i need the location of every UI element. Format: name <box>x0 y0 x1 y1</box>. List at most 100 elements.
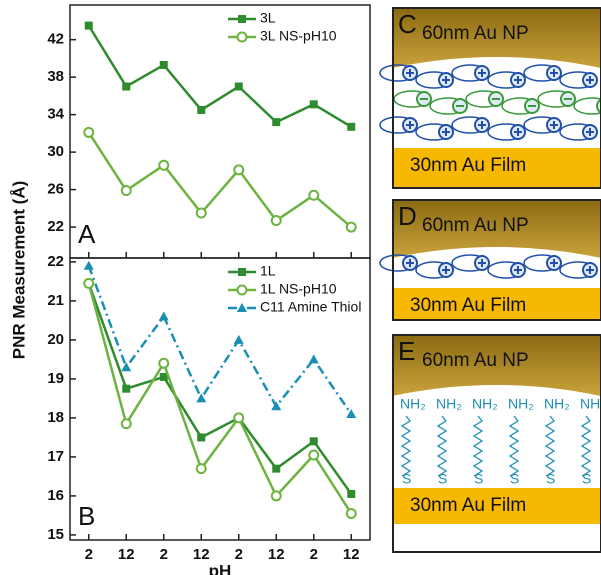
legend-marker <box>238 268 246 276</box>
x-tick-label: 2 <box>160 546 168 563</box>
film-label: 30nm Au Film <box>410 155 526 176</box>
panel-label: D <box>398 201 417 231</box>
amine-label: NH₂ <box>436 396 462 412</box>
data-point <box>83 126 95 138</box>
data-point <box>158 311 169 321</box>
data-point <box>234 82 243 91</box>
data-point <box>83 260 94 270</box>
legend-marker <box>236 284 248 296</box>
x-tick-label: 2 <box>85 546 93 563</box>
x-tick-label: 12 <box>118 546 135 563</box>
data-point <box>345 221 357 233</box>
alkyl-chain <box>436 415 448 477</box>
film-label: 30nm Au Film <box>410 495 526 516</box>
alkyl-chain <box>472 415 484 477</box>
y-tick-label: 22 <box>47 253 64 270</box>
data-point <box>195 207 207 219</box>
data-point <box>347 489 356 498</box>
y-tick-label: 42 <box>47 31 64 48</box>
film-label: 30nm Au Film <box>410 295 526 316</box>
np-label: 60nm Au NP <box>422 215 529 236</box>
y-tick-label: 19 <box>47 370 64 387</box>
panel-label: A <box>78 219 96 249</box>
x-tick-label: 12 <box>343 546 360 563</box>
legend-label: 1L NS-pH10 <box>260 281 337 297</box>
x-tick-label: 2 <box>310 546 318 563</box>
panel-frame <box>392 199 601 321</box>
data-point <box>270 490 282 502</box>
data-point <box>272 464 281 473</box>
x-axis-label: pH <box>209 561 232 575</box>
np-label: 60nm Au NP <box>422 350 529 371</box>
y-tick-label: 17 <box>47 448 64 465</box>
data-point <box>271 401 282 411</box>
data-point <box>196 393 207 403</box>
thiol-label: S <box>438 471 447 487</box>
y-tick-label: 26 <box>47 181 64 198</box>
gold-nanoparticle <box>392 335 601 396</box>
legend-label: 3L <box>260 10 276 26</box>
alkyl-chain <box>580 415 592 477</box>
data-point <box>121 362 132 372</box>
data-point <box>197 433 206 442</box>
x-tick-label: 2 <box>235 546 243 563</box>
data-point <box>122 82 131 91</box>
amine-label: NH₂ <box>472 396 498 412</box>
panel-label: B <box>78 501 95 531</box>
legend-marker <box>237 303 247 312</box>
series-line <box>87 282 353 495</box>
series-line <box>87 265 353 415</box>
data-point <box>233 412 245 424</box>
data-point <box>197 105 206 114</box>
legend-marker <box>236 31 248 43</box>
data-point <box>159 60 168 69</box>
legend-label: 1L <box>260 263 276 279</box>
data-point <box>233 334 244 344</box>
data-point <box>308 189 320 201</box>
y-tick-label: 15 <box>47 526 64 543</box>
data-point <box>84 21 93 30</box>
plot-frame <box>69 257 371 541</box>
x-tick-label: 12 <box>268 546 285 563</box>
gold-film <box>392 288 601 320</box>
data-point <box>345 507 357 519</box>
data-point <box>159 372 168 381</box>
data-point <box>308 449 320 461</box>
gold-nanoparticle <box>392 8 601 68</box>
legend-marker <box>238 15 246 23</box>
data-point <box>195 463 207 475</box>
data-point <box>122 384 131 393</box>
amine-label: NH₂ <box>580 396 601 412</box>
data-point <box>272 118 281 127</box>
series-line <box>87 24 352 128</box>
x-tick-label: 12 <box>193 546 210 563</box>
thiol-label: S <box>546 471 555 487</box>
y-tick-label: 20 <box>47 331 64 348</box>
y-tick-label: 21 <box>47 292 64 309</box>
thiol-label: S <box>402 471 411 487</box>
amine-label: NH₂ <box>508 396 534 412</box>
alkyl-chain <box>544 415 556 477</box>
y-tick-label: 34 <box>47 106 64 123</box>
molecule-chain <box>573 97 601 115</box>
data-point <box>309 437 318 446</box>
panel-frame <box>392 334 601 553</box>
data-point <box>158 357 170 369</box>
amine-label: NH₂ <box>544 396 570 412</box>
y-tick-label: 22 <box>47 218 64 235</box>
y-tick-label: 18 <box>47 409 64 426</box>
data-point <box>308 354 319 364</box>
y-tick-label: 38 <box>47 68 64 85</box>
data-point <box>83 277 95 289</box>
y-tick-label: 30 <box>47 143 64 160</box>
alkyl-chain <box>508 415 520 477</box>
legend-label: 3L NS-pH10 <box>260 28 337 44</box>
y-tick-label: 16 <box>47 487 64 504</box>
data-point <box>270 215 282 227</box>
alkyl-chain <box>400 415 412 477</box>
np-label: 60nm Au NP <box>422 23 529 44</box>
y-axis-label: PNR Measurement (Å) <box>9 181 28 360</box>
legend-label: C11 Amine Thiol <box>260 299 361 315</box>
gold-film <box>392 148 601 188</box>
gold-nanoparticle <box>392 200 601 258</box>
